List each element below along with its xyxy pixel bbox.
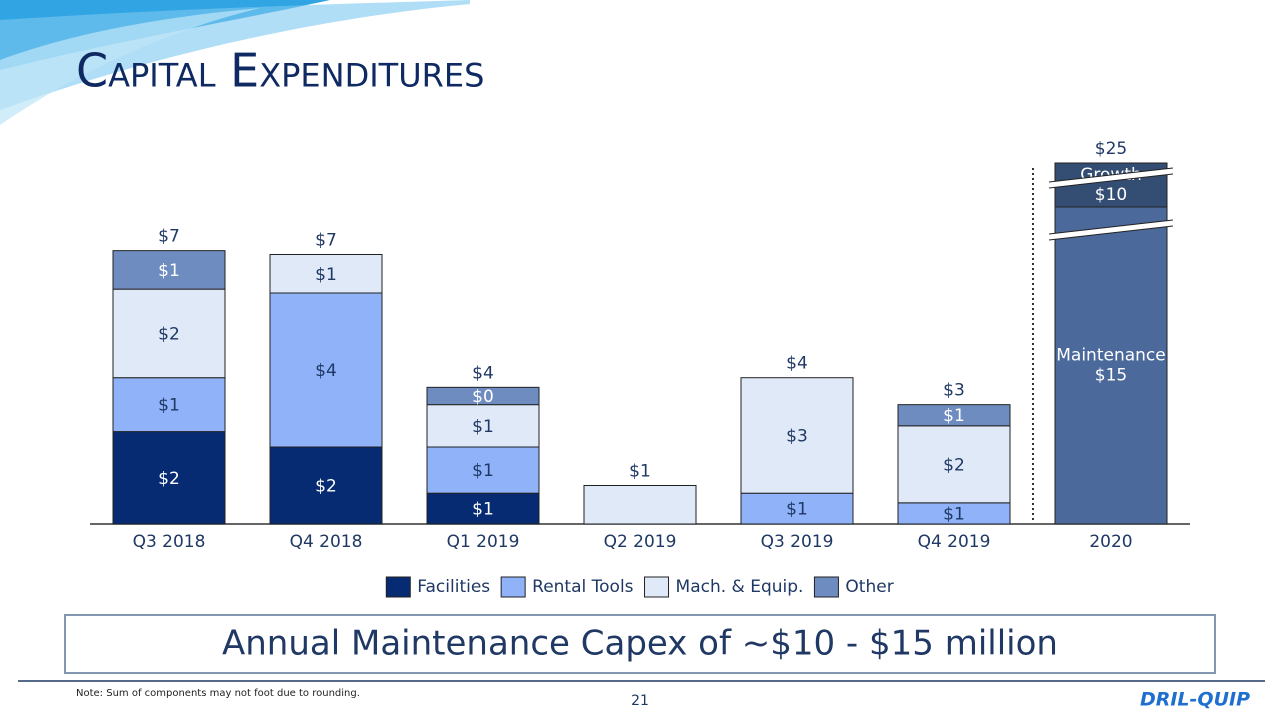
legend-swatch [500, 576, 526, 598]
legend-swatch [644, 576, 670, 598]
x-tick-label: Q3 2018 [133, 532, 206, 552]
axis-break-line [1048, 167, 1174, 183]
total-label: $25 [1095, 139, 1127, 159]
data-label: $15 [1095, 366, 1127, 386]
x-tick-label: Q3 2019 [761, 532, 834, 552]
total-label: $4 [786, 354, 808, 374]
chart: Q3 2018 $2 $1 $2 $1 $7 Q4 2018 $2 $4 $1 $7 Q1 2019 $… [90, 139, 1190, 598]
axis-break-line [1048, 173, 1174, 189]
page-number: 21 [631, 693, 649, 709]
x-tick-label: 2020 [1089, 532, 1132, 552]
segment-name: Maintenance [1056, 346, 1165, 366]
bar-segment [269, 446, 383, 525]
slide-title: Capital Expenditures [76, 44, 484, 98]
total-label: $7 [158, 227, 180, 247]
data-label: $1 [315, 265, 337, 285]
data-label: $4 [315, 361, 337, 381]
data-label: $2 [943, 455, 965, 475]
x-tick-label: Q4 2018 [290, 532, 363, 552]
data-label: $1 [472, 417, 494, 437]
legend-label: Facilities [417, 577, 490, 597]
bar-segment [740, 377, 854, 494]
axis-break [1049, 220, 1173, 240]
data-label: $0 [472, 387, 494, 407]
data-label: $1 [943, 406, 965, 426]
bar-segment [426, 404, 540, 448]
swoosh [0, 8, 260, 125]
swoosh [0, 0, 470, 110]
total-label: $3 [943, 381, 965, 401]
total-label: $4 [472, 363, 494, 383]
data-label: $10 [1095, 185, 1127, 205]
bar-segment [269, 254, 383, 294]
axis-break [1049, 168, 1173, 188]
bar-segment [583, 485, 697, 525]
bar-segment [112, 377, 226, 433]
data-label: $1 [472, 500, 494, 520]
data-label: $1 [158, 261, 180, 281]
legend: Facilities Rental Tools Mach. & Equip. Othe… [385, 576, 894, 598]
bar-segment [897, 404, 1011, 427]
data-label: $1 [943, 504, 965, 524]
bar-segment [897, 425, 1011, 504]
decoration [0, 0, 470, 125]
logo: DRIL-QUIP [1140, 689, 1250, 711]
callout-box [64, 614, 1216, 674]
legend-swatch [813, 576, 839, 598]
bar-segment [1054, 206, 1168, 525]
legend-swatch [385, 576, 411, 598]
data-label: $1 [158, 396, 180, 416]
callout: Annual Maintenance Capex of ~$10 - $15 m… [222, 624, 1058, 664]
x-tick-label: Q4 2019 [918, 532, 991, 552]
legend-label: Mach. & Equip. [676, 577, 804, 597]
x-tick-label: Q2 2019 [604, 532, 677, 552]
legend-label: Other [845, 577, 893, 597]
bar-segment [112, 288, 226, 379]
bar-segment [112, 250, 226, 290]
data-label: $2 [315, 477, 337, 497]
data-label: $1 [786, 500, 808, 520]
total-label: $7 [315, 231, 337, 251]
axis-break-line [1048, 225, 1174, 241]
bar-segment [269, 292, 383, 448]
bar-segment [426, 386, 540, 406]
data-label: $1 [472, 461, 494, 481]
total-label: $1 [629, 462, 651, 482]
x-tick-label: Q1 2019 [447, 532, 520, 552]
data-label: $2 [158, 469, 180, 489]
legend-label: Rental Tools [532, 577, 634, 597]
data-label: $3 [786, 426, 808, 446]
data-label: $2 [158, 324, 180, 344]
bar-segment [740, 492, 854, 525]
bar-segment [112, 431, 226, 525]
axis-break-line [1048, 219, 1174, 235]
note: Note: Sum of components may not foot due… [76, 688, 360, 699]
